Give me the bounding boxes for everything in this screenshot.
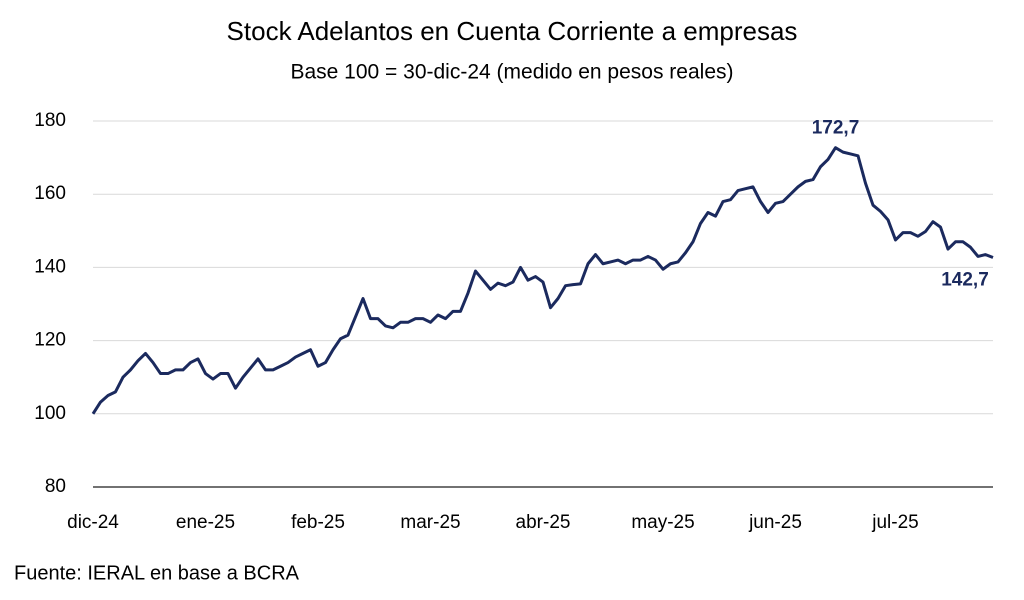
y-tick-label: 100	[34, 403, 66, 424]
x-tick-label: ene-25	[176, 512, 235, 533]
x-tick-label: feb-25	[291, 512, 345, 533]
x-tick-label: dic-24	[67, 512, 119, 533]
x-tick-label: jul-25	[871, 512, 918, 533]
data-label: 142,7	[941, 270, 989, 291]
data-line	[91, 146, 994, 415]
y-tick-label: 140	[34, 256, 66, 277]
y-tick-label: 180	[34, 110, 66, 131]
x-tick-label: jun-25	[748, 512, 802, 533]
x-tick-label: mar-25	[400, 512, 460, 533]
y-tick-label: 80	[45, 476, 66, 497]
source-note: Fuente: IERAL en base a BCRA	[14, 562, 300, 584]
x-tick-label: abr-25	[516, 512, 571, 533]
chart-subtitle: Base 100 = 30-dic-24 (medido en pesos re…	[290, 61, 733, 84]
y-tick-label: 120	[34, 330, 66, 351]
y-tick-label: 160	[34, 183, 66, 204]
data-label: 172,7	[812, 118, 860, 139]
chart-title: Stock Adelantos en Cuenta Corriente a em…	[227, 16, 798, 46]
x-tick-label: may-25	[631, 512, 694, 533]
